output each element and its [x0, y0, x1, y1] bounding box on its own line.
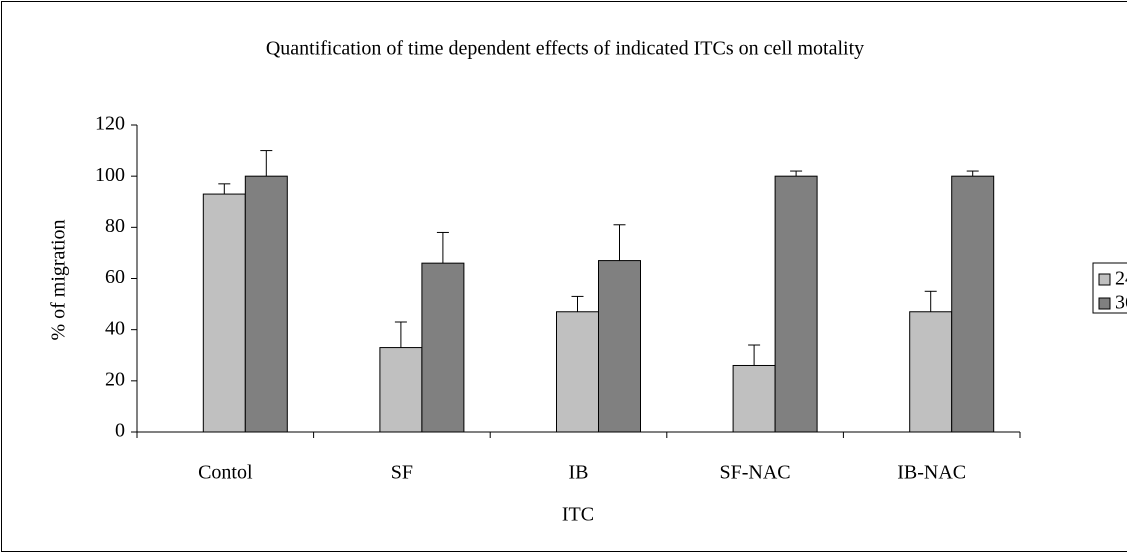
x-tick-label: Contol	[198, 462, 253, 484]
bar	[774, 175, 818, 433]
x-tick-label: IB	[569, 462, 589, 484]
x-axis-label: ITC	[562, 504, 594, 526]
bar	[909, 311, 953, 433]
legend-label: 36	[1115, 292, 1127, 314]
y-tick-label: 100	[95, 164, 125, 186]
y-tick-label: 80	[105, 215, 125, 237]
bar	[379, 347, 423, 433]
y-tick-label: 40	[105, 317, 125, 339]
legend-swatch	[1098, 273, 1111, 286]
bar	[951, 175, 995, 433]
y-tick-label: 60	[105, 266, 125, 288]
bar	[598, 260, 641, 433]
x-tick-label: IB-NAC	[897, 462, 966, 484]
bar	[244, 175, 288, 433]
chart-title: Quantification of time dependent effects…	[266, 38, 864, 60]
x-tick-label: SF-NAC	[720, 462, 791, 484]
y-tick-label: 20	[105, 368, 125, 390]
bar	[732, 364, 776, 433]
y-tick-label: 120	[95, 113, 125, 135]
bar	[202, 193, 246, 433]
bar	[556, 311, 599, 433]
y-axis-label: % of migration	[48, 219, 70, 340]
legend-swatch	[1098, 297, 1111, 310]
y-tick-label: 0	[115, 420, 125, 442]
legend-label: 24	[1115, 268, 1127, 290]
x-tick-label: SF	[391, 462, 413, 484]
bar	[421, 262, 465, 433]
